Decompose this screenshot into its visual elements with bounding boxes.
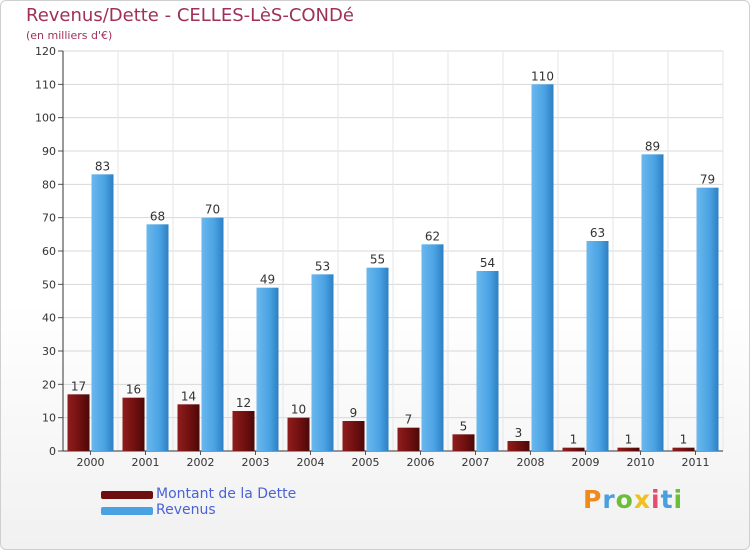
bar-revenus	[696, 187, 719, 451]
bar-revenus-value-label: 68	[150, 209, 165, 223]
chart-title: Revenus/Dette - CELLES-LèS-CONDé	[26, 5, 354, 26]
bar-dette	[177, 404, 200, 451]
bar-dette-value-label: 1	[680, 433, 688, 447]
bar-revenus	[366, 267, 389, 451]
y-tick-label: 70	[42, 212, 56, 225]
x-tick-label: 2002	[187, 456, 215, 469]
y-tick-label: 80	[42, 178, 56, 191]
bar-dette	[342, 421, 365, 451]
bar-dette	[397, 427, 420, 451]
bar-revenus	[256, 287, 279, 451]
bar-dette	[232, 411, 255, 451]
bar-revenus	[531, 84, 554, 451]
y-tick-label: 90	[42, 145, 56, 158]
x-tick-label: 2011	[682, 456, 710, 469]
y-tick-label: 60	[42, 245, 56, 258]
bar-revenus	[476, 271, 499, 451]
bar-revenus	[201, 217, 224, 451]
x-tick-label: 2004	[297, 456, 325, 469]
bar-revenus	[91, 174, 114, 452]
y-tick-label: 50	[42, 278, 56, 291]
bar-dette	[122, 397, 145, 451]
bar-revenus-value-label: 83	[95, 159, 110, 173]
bar-revenus-value-label: 53	[315, 259, 330, 273]
x-tick-label: 2010	[627, 456, 655, 469]
bar-dette	[507, 441, 530, 451]
bar-revenus	[311, 274, 334, 451]
chart-subtitle: (en milliers d'€)	[26, 29, 113, 42]
bar-dette	[67, 394, 90, 451]
y-tick-label: 30	[42, 345, 56, 358]
bar-dette-value-label: 9	[350, 406, 358, 420]
x-tick-label: 2001	[132, 456, 160, 469]
bar-revenus	[586, 241, 609, 451]
bar-revenus-value-label: 49	[260, 273, 275, 287]
bar-dette-value-label: 16	[126, 383, 141, 397]
bar-revenus-value-label: 79	[700, 173, 715, 187]
legend-label-dette: Montant de la Dette	[156, 486, 297, 502]
bar-revenus-value-label: 89	[645, 139, 660, 153]
bar-dette-value-label: 3	[515, 426, 523, 440]
y-tick-label: 120	[35, 45, 56, 58]
x-tick-label: 2003	[242, 456, 270, 469]
bar-dette-value-label: 14	[181, 389, 196, 403]
bar-dette-value-label: 1	[570, 433, 578, 447]
bar-revenus	[641, 154, 664, 452]
x-tick-label: 2005	[352, 456, 380, 469]
bar-dette-value-label: 5	[460, 419, 468, 433]
bar-dette-value-label: 7	[405, 413, 413, 427]
bar-dette	[562, 447, 585, 451]
y-tick-label: 110	[35, 78, 56, 91]
bars-layer	[67, 84, 719, 452]
x-tick-label: 2006	[407, 456, 435, 469]
y-tick-label: 0	[49, 445, 56, 458]
bar-revenus-value-label: 63	[590, 226, 605, 240]
grid-layer	[62, 50, 724, 452]
y-tick-label: 100	[35, 112, 56, 125]
legend-swatch-revenus	[101, 507, 153, 515]
bar-revenus-value-label: 70	[205, 203, 220, 217]
bar-dette	[672, 447, 695, 451]
legend-swatch-dette	[101, 491, 153, 499]
bar-revenus-value-label: 55	[370, 253, 385, 267]
x-tick-label: 2000	[77, 456, 105, 469]
y-tick-label: 20	[42, 378, 56, 391]
bar-dette	[452, 434, 475, 451]
y-tick-label: 40	[42, 312, 56, 325]
bar-dette	[617, 447, 640, 451]
bar-revenus-value-label: 62	[425, 229, 440, 243]
y-tick-label: 10	[42, 412, 56, 425]
x-tick-label: 2008	[517, 456, 545, 469]
x-tick-label: 2007	[462, 456, 490, 469]
bar-dette-value-label: 17	[71, 379, 86, 393]
x-tick-label: 2009	[572, 456, 600, 469]
bar-dette	[287, 417, 310, 451]
bar-revenus-value-label: 110	[531, 69, 554, 83]
legend-label-revenus: Revenus	[156, 502, 216, 518]
bar-revenus	[146, 224, 169, 451]
bar-revenus	[421, 244, 444, 451]
bar-revenus-value-label: 54	[480, 256, 495, 270]
bar-dette-value-label: 12	[236, 396, 251, 410]
bar-dette-value-label: 1	[625, 433, 633, 447]
bar-dette-value-label: 10	[291, 403, 306, 417]
proxiti-logo: Proxiti	[583, 485, 684, 514]
